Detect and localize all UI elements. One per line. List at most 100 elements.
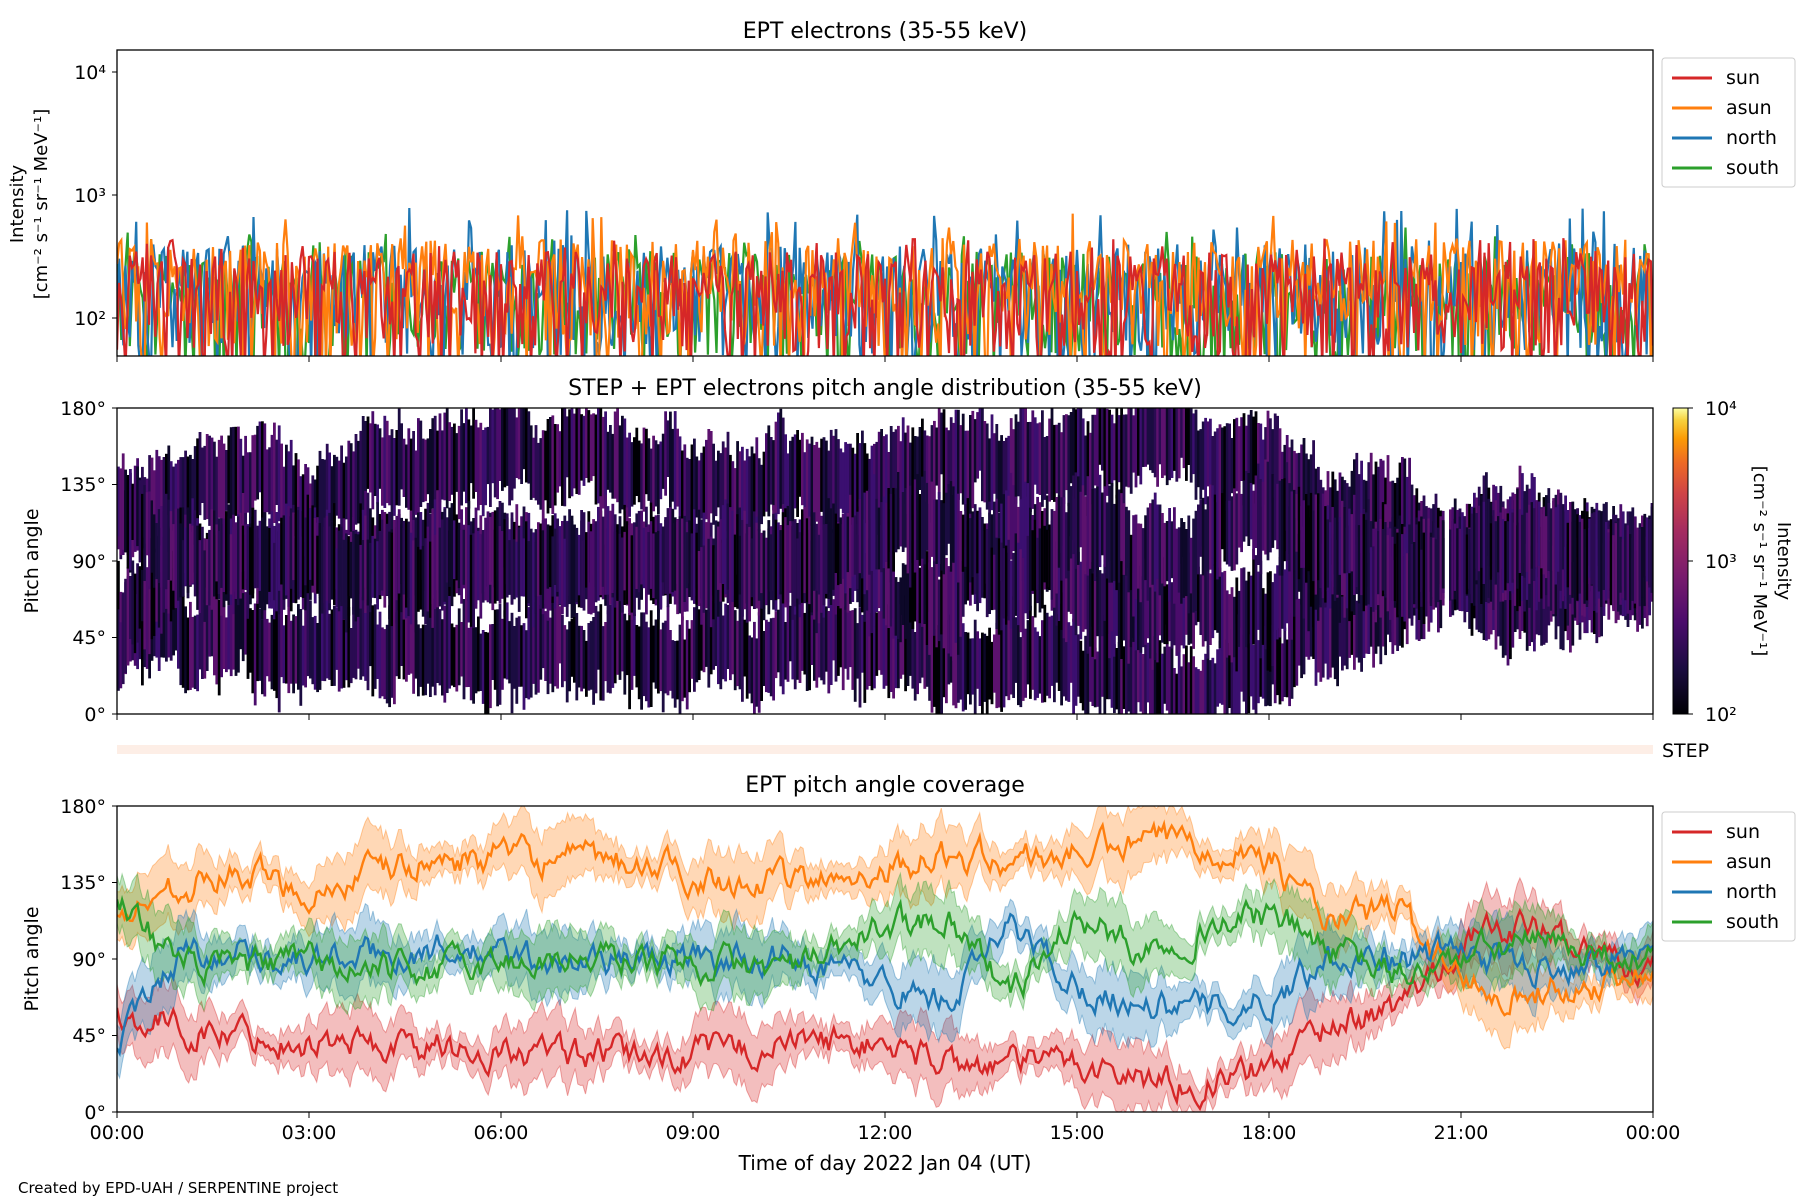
pad-cell xyxy=(1033,519,1037,618)
pad-cell xyxy=(1333,587,1337,680)
pad-cell xyxy=(592,413,595,477)
pad-cell xyxy=(1060,553,1063,630)
pad-cell xyxy=(1221,427,1224,502)
pad-cell xyxy=(1019,408,1023,501)
pad-cell xyxy=(510,612,514,714)
pad-cell xyxy=(1103,486,1107,567)
pad-cell xyxy=(933,420,936,520)
pad-cell xyxy=(191,459,195,532)
pad-cell xyxy=(976,631,979,689)
pad-cell xyxy=(424,439,427,502)
pad-cell xyxy=(193,512,197,597)
pad-cell xyxy=(971,638,975,695)
intensity-ytick-label: 10³ xyxy=(74,185,106,207)
pad-cell xyxy=(405,444,408,508)
pad-cell xyxy=(402,520,406,595)
pad-cell xyxy=(947,430,951,488)
pad-cell xyxy=(1045,529,1049,589)
pad-cell xyxy=(1559,492,1563,591)
pad-cell xyxy=(1031,530,1035,591)
pad-cell xyxy=(1031,410,1035,509)
pad-cell xyxy=(359,544,363,609)
pad-cell xyxy=(1276,630,1279,696)
pad-cell xyxy=(1624,523,1627,601)
pad-cell xyxy=(769,618,773,697)
pad-cell xyxy=(441,519,444,611)
pad-cell xyxy=(1168,584,1171,642)
pad-cell xyxy=(1228,594,1231,656)
pad-cell xyxy=(1065,414,1068,491)
pad-cell xyxy=(527,607,531,700)
pad-cell xyxy=(796,538,799,599)
pad-cell xyxy=(585,408,588,478)
pad-cell xyxy=(837,523,840,586)
pad-cell xyxy=(808,591,811,691)
pad-cell xyxy=(1043,604,1047,703)
pad-cell xyxy=(1163,646,1167,704)
pad-cell xyxy=(1089,490,1092,569)
pad-cell xyxy=(1170,641,1174,714)
pad-cell xyxy=(529,425,533,500)
pad-cell xyxy=(501,408,504,491)
pad-cell xyxy=(1259,479,1263,575)
pad-cell xyxy=(625,521,629,605)
pad-cell xyxy=(244,592,247,655)
pad-cell xyxy=(1233,596,1236,658)
pad-cell xyxy=(385,624,389,704)
pad-cell xyxy=(873,604,876,689)
pad-cell xyxy=(357,440,360,524)
pad-cell xyxy=(954,409,958,510)
pad-cell xyxy=(714,460,718,517)
pad-cell xyxy=(685,620,689,710)
coverage-y-ticks: 180° 135° 90° 45° 0° xyxy=(60,796,117,1124)
pad-cell xyxy=(1509,501,1512,592)
x-tick-label: 09:00 xyxy=(666,1122,721,1144)
pad-cell xyxy=(119,468,123,556)
pad-cell xyxy=(1146,408,1150,465)
pad-cell xyxy=(1103,615,1107,714)
pad-cell xyxy=(359,595,363,680)
pad-cell xyxy=(1245,646,1248,714)
pad-cell xyxy=(1021,497,1025,581)
pad-cell xyxy=(515,417,519,478)
pad-cell xyxy=(1595,502,1599,604)
pad-cell xyxy=(664,411,667,496)
pad-cell xyxy=(201,447,204,503)
pad-cell xyxy=(805,439,809,538)
pad-cell xyxy=(981,517,984,598)
pad-cell xyxy=(913,479,917,573)
coverage-series-layer xyxy=(117,806,1653,1112)
pad-cell xyxy=(726,503,730,590)
pad-cell xyxy=(369,423,372,493)
pad-cell xyxy=(273,609,276,691)
pad-cell xyxy=(546,419,550,514)
pad-cell xyxy=(637,440,641,503)
pad-cell xyxy=(1501,568,1505,658)
pad-cell xyxy=(1012,596,1015,698)
pad-cell xyxy=(268,528,271,592)
pad-cell xyxy=(933,629,936,707)
pad-cell xyxy=(981,408,984,502)
pad-cell xyxy=(1187,515,1191,614)
pad-cell xyxy=(1259,560,1263,659)
pad-cell xyxy=(803,452,807,514)
pad-cell xyxy=(851,517,855,577)
pad-cell xyxy=(911,494,915,564)
pad-cell xyxy=(282,515,286,600)
pad-cell xyxy=(239,512,243,599)
pad-cell xyxy=(1113,558,1116,657)
pad-cell xyxy=(1144,515,1147,581)
pad-cell xyxy=(486,511,490,603)
pad-cell xyxy=(265,449,269,513)
pad-cell xyxy=(436,430,439,492)
pad-cell xyxy=(1228,500,1231,567)
pad-cell xyxy=(599,496,603,596)
x-tick-label: 12:00 xyxy=(858,1122,913,1144)
pad-cell xyxy=(957,409,960,500)
pad-cell xyxy=(465,516,468,619)
pad-cell xyxy=(1122,414,1126,510)
pad-cell xyxy=(1278,628,1282,705)
pad-cell xyxy=(546,524,550,589)
pad-cell xyxy=(1225,500,1229,565)
pad-cell xyxy=(1338,597,1342,657)
